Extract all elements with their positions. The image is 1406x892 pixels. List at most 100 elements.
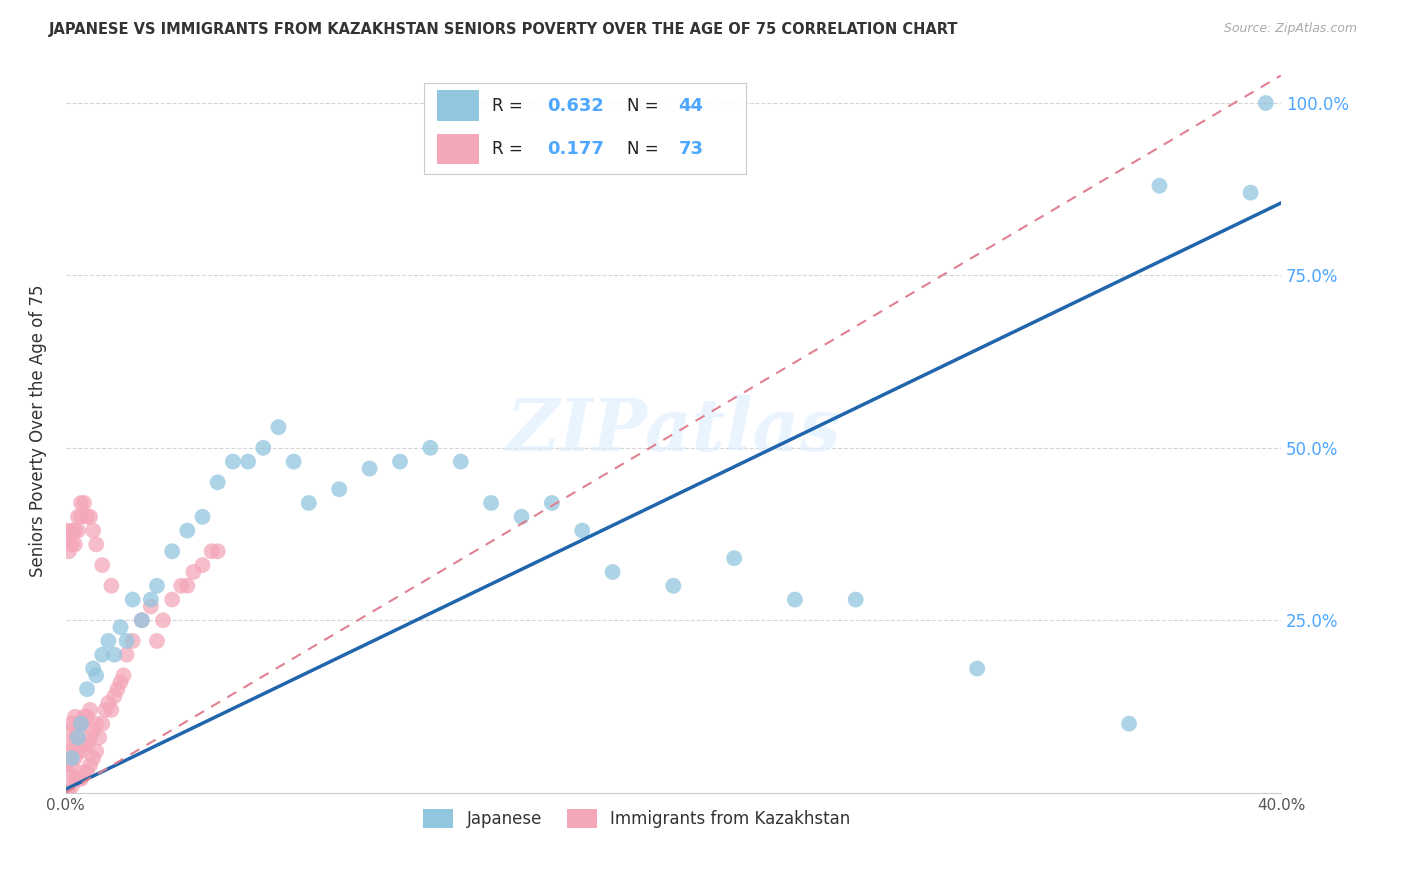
Point xyxy=(91,558,114,572)
Point xyxy=(160,592,183,607)
Point xyxy=(79,758,101,772)
Point xyxy=(103,689,125,703)
Point xyxy=(70,509,93,524)
Y-axis label: Seniors Poverty Over the Age of 75: Seniors Poverty Over the Age of 75 xyxy=(30,285,46,577)
Point xyxy=(479,496,502,510)
Point xyxy=(183,565,205,579)
Point xyxy=(76,509,98,524)
Point xyxy=(110,675,132,690)
Point xyxy=(97,634,120,648)
Text: Source: ZipAtlas.com: Source: ZipAtlas.com xyxy=(1223,22,1357,36)
Point xyxy=(201,544,224,558)
Point xyxy=(783,592,806,607)
Point xyxy=(82,723,104,738)
Point xyxy=(70,716,93,731)
Point xyxy=(76,682,98,697)
Point xyxy=(450,455,472,469)
Point xyxy=(58,531,80,545)
Point xyxy=(84,668,107,682)
Point xyxy=(84,744,107,758)
Point xyxy=(63,537,86,551)
Point xyxy=(191,509,214,524)
Point xyxy=(131,613,153,627)
Point xyxy=(662,579,685,593)
Point xyxy=(91,648,114,662)
Point xyxy=(252,441,274,455)
Point xyxy=(66,772,89,786)
Point xyxy=(79,731,101,745)
Point xyxy=(160,544,183,558)
Point xyxy=(267,420,290,434)
Point xyxy=(70,716,93,731)
Point xyxy=(89,731,111,745)
Point xyxy=(76,738,98,752)
Point xyxy=(63,772,86,786)
Point xyxy=(58,764,80,779)
Point xyxy=(146,579,169,593)
Point xyxy=(236,455,259,469)
Point xyxy=(115,648,138,662)
Legend: Japanese, Immigrants from Kazakhstan: Japanese, Immigrants from Kazakhstan xyxy=(416,803,858,835)
Point xyxy=(76,710,98,724)
Point xyxy=(73,764,96,779)
Point xyxy=(66,524,89,538)
Point xyxy=(1239,186,1261,200)
Point xyxy=(146,634,169,648)
Point xyxy=(63,524,86,538)
Point xyxy=(152,613,174,627)
Text: ZIPatlas: ZIPatlas xyxy=(506,395,841,467)
Point xyxy=(58,723,80,738)
Point xyxy=(73,738,96,752)
Point xyxy=(73,710,96,724)
Point xyxy=(55,524,77,538)
Point xyxy=(66,723,89,738)
Point xyxy=(131,613,153,627)
Point xyxy=(112,668,135,682)
Point xyxy=(66,744,89,758)
Point xyxy=(845,592,868,607)
Point xyxy=(176,524,198,538)
Point xyxy=(207,475,229,490)
Point xyxy=(66,509,89,524)
Point xyxy=(66,731,89,745)
Point xyxy=(63,710,86,724)
Point xyxy=(1149,178,1171,193)
Point xyxy=(139,599,162,614)
Point xyxy=(966,661,988,675)
Point xyxy=(103,648,125,662)
Point xyxy=(55,786,77,800)
Point xyxy=(82,524,104,538)
Point xyxy=(207,544,229,558)
Point xyxy=(55,758,77,772)
Point xyxy=(602,565,624,579)
Point xyxy=(79,703,101,717)
Point xyxy=(97,696,120,710)
Point xyxy=(359,461,381,475)
Point xyxy=(115,634,138,648)
Point xyxy=(121,592,143,607)
Point xyxy=(84,716,107,731)
Point xyxy=(84,537,107,551)
Point xyxy=(70,744,93,758)
Point xyxy=(328,482,350,496)
Point xyxy=(58,786,80,800)
Point xyxy=(60,537,83,551)
Point xyxy=(1254,95,1277,110)
Point xyxy=(60,758,83,772)
Point xyxy=(388,455,411,469)
Point xyxy=(571,524,593,538)
Point xyxy=(110,620,132,634)
Point xyxy=(283,455,305,469)
Point xyxy=(58,744,80,758)
Point xyxy=(121,634,143,648)
Point xyxy=(419,441,441,455)
Point xyxy=(91,716,114,731)
Point xyxy=(510,509,533,524)
Point xyxy=(191,558,214,572)
Point xyxy=(94,703,117,717)
Point xyxy=(73,496,96,510)
Point xyxy=(107,682,129,697)
Point xyxy=(70,772,93,786)
Point xyxy=(60,751,83,765)
Point xyxy=(60,779,83,793)
